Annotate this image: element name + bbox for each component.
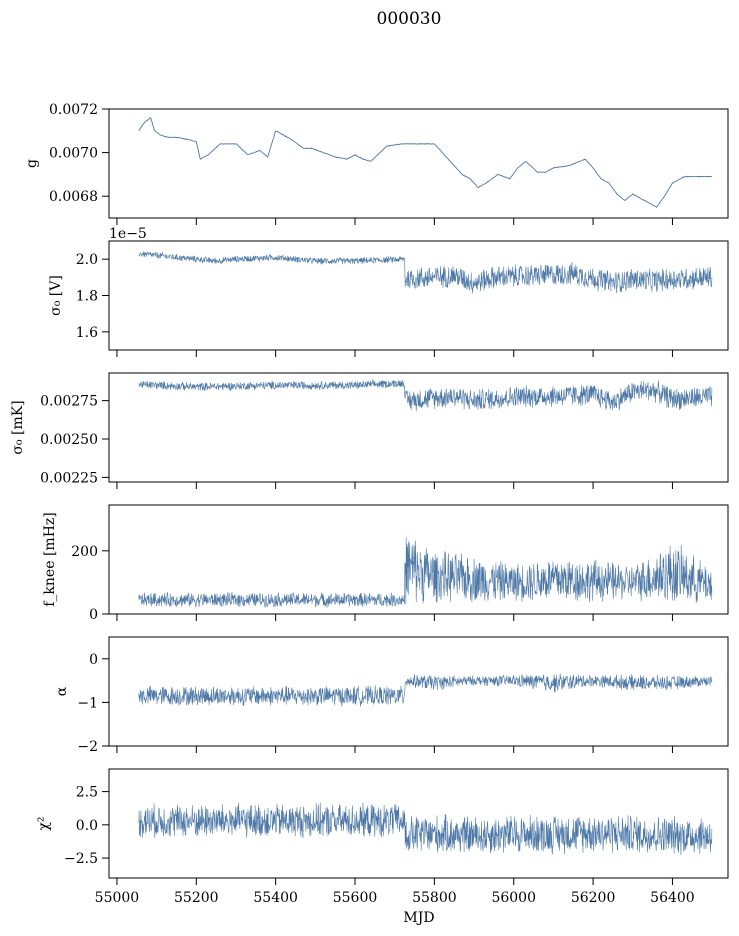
plot-frame	[108, 504, 729, 615]
x-tick-label: 55400	[253, 890, 298, 906]
panel-4: 0 200 f_knee [mHz]	[42, 504, 729, 623]
y-tick-label: 1.8	[76, 289, 98, 305]
x-tick-label: 55600	[333, 890, 378, 906]
x-axis-label: MJD	[403, 910, 434, 926]
y-tick-label: 0.00275	[40, 394, 98, 410]
data-series-line	[138, 673, 713, 707]
y-tick-label: 0.0072	[49, 102, 98, 118]
plot-frame	[108, 372, 729, 483]
y-axis-label: χ²	[36, 816, 52, 830]
axis-offset-label: 1e−5	[109, 226, 147, 242]
y-tick-label: −2	[77, 739, 98, 755]
panel-6: −2.5 0.0 2.5 55000 55200 55400 55600 55800 56000…	[36, 768, 729, 906]
y-axis-label: f_knee [mHz]	[42, 512, 58, 607]
x-tick-label: 56200	[571, 890, 616, 906]
y-tick-label: 2.0	[76, 252, 98, 268]
data-series-line	[138, 251, 713, 294]
y-tick-label: 0.00225	[40, 470, 98, 486]
y-tick-label: 0	[89, 607, 98, 623]
x-tick-label: 55800	[412, 890, 457, 906]
data-series-line	[138, 378, 713, 412]
y-axis-label: g	[24, 159, 40, 168]
plot-frame	[108, 240, 729, 351]
y-tick-label: 0.0068	[49, 189, 98, 205]
y-tick-label: 1.6	[76, 325, 98, 341]
y-tick-label: 0.0070	[49, 146, 98, 162]
y-tick-label: 2.5	[76, 785, 98, 801]
y-tick-label: 200	[71, 544, 98, 560]
panel-5: −2 −1 0 α	[54, 636, 729, 755]
y-tick-label: −2.5	[64, 851, 98, 867]
y-tick-label: 0.0	[76, 818, 98, 834]
y-tick-label: −1	[77, 695, 98, 711]
y-tick-label: 0	[89, 652, 98, 668]
x-tick-label: 56000	[491, 890, 536, 906]
y-axis-label: σ₀ [V]	[48, 275, 64, 316]
y-tick-label: 0.00250	[40, 432, 98, 448]
plot-frame	[108, 636, 729, 747]
x-tick-label: 56400	[650, 890, 695, 906]
plot-frame	[108, 108, 729, 219]
y-axis-label: σ₀ [mK]	[10, 400, 26, 454]
panel-2: 1.6 1.8 2.0 σ₀ [V] 1e−5	[48, 226, 729, 357]
x-tick-label: 55000	[95, 890, 140, 906]
data-series-line	[138, 116, 713, 208]
y-axis-label: α	[54, 686, 70, 696]
figure-title: 000030	[377, 9, 442, 29]
x-tick-label: 55200	[174, 890, 219, 906]
plot-frame	[108, 768, 729, 879]
data-series-line	[138, 802, 713, 856]
panel-1: 0.0068 0.0070 0.0072 g	[24, 102, 729, 225]
data-series-line	[138, 537, 713, 608]
panel-3: 0.00225 0.00250 0.00275 σ₀ [mK]	[10, 372, 729, 489]
